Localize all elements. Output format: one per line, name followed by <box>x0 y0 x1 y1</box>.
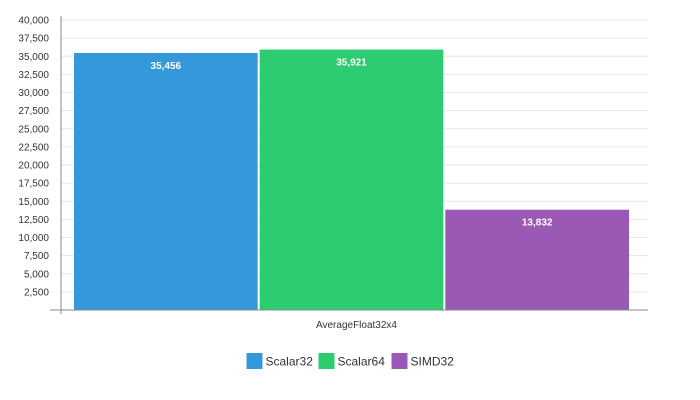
y-tick-label: 30,000 <box>18 88 49 99</box>
bar-scalar32 <box>74 52 258 310</box>
y-tick-labels: 2,500 5,000 7,500 10,000 12,500 15,000 17,500 2… <box>18 16 49 299</box>
data-label-scalar64: 35,921 <box>336 58 367 69</box>
bar-simd32 <box>445 209 629 310</box>
legend-item-scalar32[interactable]: Scalar32 <box>246 353 314 369</box>
legend-swatch-simd32 <box>391 353 408 369</box>
y-tick-label: 10,000 <box>18 233 49 244</box>
y-tick-label: 37,500 <box>18 34 49 45</box>
y-tick-label: 12,500 <box>18 215 49 226</box>
x-category-labels: AverageFloat32x4 <box>316 320 397 331</box>
axes <box>50 16 648 314</box>
y-tick-label: 22,500 <box>18 142 49 153</box>
data-label-simd32: 13,832 <box>522 218 553 229</box>
y-tick-label: 27,500 <box>18 106 49 117</box>
bar-scalar64 <box>259 49 444 310</box>
y-tick-label: 40,000 <box>18 16 49 27</box>
y-tick-label: 20,000 <box>18 161 49 172</box>
x-category-label: AverageFloat32x4 <box>316 320 397 331</box>
y-tick-label: 5,000 <box>24 269 49 280</box>
bars: 35,456 35,921 13,832 <box>74 49 629 310</box>
y-tick-label: 17,500 <box>18 179 49 190</box>
y-tick-label: 15,000 <box>18 197 49 208</box>
legend-swatch-scalar64 <box>318 353 335 369</box>
legend-label-simd32: SIMD32 <box>411 355 455 369</box>
legend-item-scalar64[interactable]: Scalar64 <box>318 353 386 369</box>
y-tick-label: 2,500 <box>24 287 49 298</box>
legend-label-scalar32: Scalar32 <box>266 355 314 369</box>
y-tick-label: 25,000 <box>18 124 49 135</box>
legend-label-scalar64: Scalar64 <box>338 355 386 369</box>
y-tick-label: 32,500 <box>18 70 49 81</box>
y-tick-label: 7,500 <box>24 251 49 262</box>
y-tick-label: 35,000 <box>18 52 49 63</box>
legend-item-simd32[interactable]: SIMD32 <box>391 353 455 369</box>
legend-swatch-scalar32 <box>246 353 263 369</box>
data-label-scalar32: 35,456 <box>151 61 182 72</box>
legend: Scalar32 Scalar64 SIMD32 <box>246 353 455 369</box>
